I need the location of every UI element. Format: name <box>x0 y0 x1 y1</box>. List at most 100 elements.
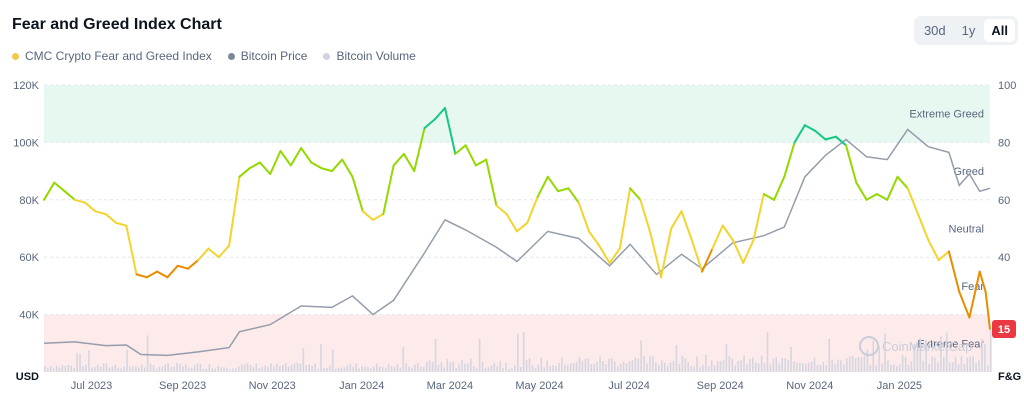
fear-greed-segment <box>454 144 467 155</box>
volume-bar <box>373 366 375 372</box>
legend-item-bitcoin-price[interactable]: Bitcoin Price <box>227 49 307 63</box>
volume-bar <box>569 363 572 372</box>
volume-bar <box>355 363 358 372</box>
volume-bar <box>190 368 193 372</box>
volume-bar <box>919 338 922 372</box>
volume-bar <box>963 363 966 372</box>
fear-greed-segment <box>433 107 446 121</box>
volume-bar <box>734 365 737 372</box>
fear-greed-segment <box>145 270 159 279</box>
volume-bar <box>540 357 543 372</box>
volume-bar <box>193 364 196 372</box>
fear-greed-segment <box>115 221 128 227</box>
left-axis-tick-label: 100K <box>13 137 39 149</box>
volume-bar <box>46 368 49 372</box>
volume-bar <box>760 355 763 372</box>
right-axis-tick-label: 60 <box>998 195 1010 207</box>
volume-bar <box>173 366 175 372</box>
volume-bar <box>969 356 972 372</box>
fear-greed-segment <box>94 210 107 216</box>
left-axis-tick-label: 60K <box>19 252 39 264</box>
fear-greed-segment <box>392 152 405 167</box>
volume-bar <box>628 361 631 372</box>
volume-bar <box>284 363 287 372</box>
volume-bar <box>234 368 237 372</box>
volume-bar <box>434 339 437 372</box>
fear-greed-segment <box>567 187 580 204</box>
volume-bar <box>710 360 713 372</box>
volume-bar <box>76 352 78 372</box>
x-axis-tick-label: Sep 2024 <box>697 380 744 392</box>
volume-bar <box>769 364 772 372</box>
legend-dot-icon <box>227 52 235 60</box>
volume-bar <box>320 343 322 372</box>
volume-bar <box>910 361 913 372</box>
volume-bar <box>270 363 272 372</box>
volume-bar <box>346 365 349 372</box>
volume-bar <box>337 367 340 372</box>
volume-bar <box>625 363 628 372</box>
legend-item-bitcoin-volume[interactable]: Bitcoin Volume <box>323 49 416 63</box>
volume-bar <box>58 367 61 372</box>
volume-bar <box>646 363 648 372</box>
volume-bar <box>117 367 120 372</box>
volume-bar <box>942 356 945 372</box>
volume-bar <box>913 343 916 372</box>
volume-bar <box>422 367 425 372</box>
volume-bar <box>317 368 319 372</box>
volume-bar <box>872 340 875 372</box>
range-all-button[interactable]: All <box>984 19 1015 42</box>
volume-bar <box>452 361 454 372</box>
chart-legend: CMC Crypto Fear and Greed Index Bitcoin … <box>12 49 416 63</box>
volume-bar <box>987 365 989 372</box>
volume-bar <box>73 367 75 372</box>
volume-bar <box>281 364 284 372</box>
fear-greed-segment <box>505 213 518 233</box>
range-1y-button[interactable]: 1y <box>961 23 976 38</box>
volume-bar <box>884 333 886 372</box>
volume-bar <box>813 357 816 372</box>
left-axis-tick-label: 80K <box>19 195 39 207</box>
fear-greed-segment <box>372 213 385 221</box>
fear-greed-segment <box>361 210 374 221</box>
volume-bar <box>170 366 172 372</box>
volume-bar <box>669 362 672 372</box>
fear-greed-segment <box>608 247 621 264</box>
volume-bar <box>361 366 363 372</box>
volume-bar <box>678 364 681 372</box>
volume-bar <box>643 355 645 372</box>
x-axis-tick-label: Nov 2023 <box>249 380 296 392</box>
fear-greed-segment <box>742 239 755 264</box>
volume-bar <box>707 366 710 372</box>
range-30d-button[interactable]: 30d <box>923 23 946 38</box>
volume-bar <box>552 365 554 372</box>
volume-bar <box>126 349 128 372</box>
volume-bar <box>505 363 507 372</box>
legend-item-fear-greed[interactable]: CMC Crypto Fear and Greed Index <box>12 49 212 63</box>
volume-bar <box>70 365 73 372</box>
volume-bar <box>757 363 760 372</box>
volume-bar <box>575 362 578 372</box>
volume-bar <box>302 348 305 372</box>
volume-bar <box>393 366 396 372</box>
volume-bar <box>223 367 225 372</box>
bitcoin-price-line <box>43 128 991 357</box>
left-axis-tick-label: 120K <box>13 80 39 92</box>
volume-bar <box>613 361 616 372</box>
fear-greed-segment <box>135 273 148 279</box>
volume-bar <box>44 366 46 372</box>
fear-greed-segment <box>762 193 776 201</box>
volume-bar <box>916 341 919 372</box>
fear-greed-segment <box>752 193 765 241</box>
volume-bar <box>854 358 857 372</box>
volume-bar <box>469 358 472 372</box>
volume-bar <box>211 368 214 372</box>
volume-bar <box>898 364 901 372</box>
fear-greed-segment <box>557 187 570 193</box>
volume-bar <box>490 365 493 372</box>
watermark-text: CoinMarketCap <box>882 339 972 354</box>
fear-greed-segment <box>845 144 858 184</box>
volume-bar <box>522 332 525 372</box>
volume-bar <box>619 363 622 372</box>
